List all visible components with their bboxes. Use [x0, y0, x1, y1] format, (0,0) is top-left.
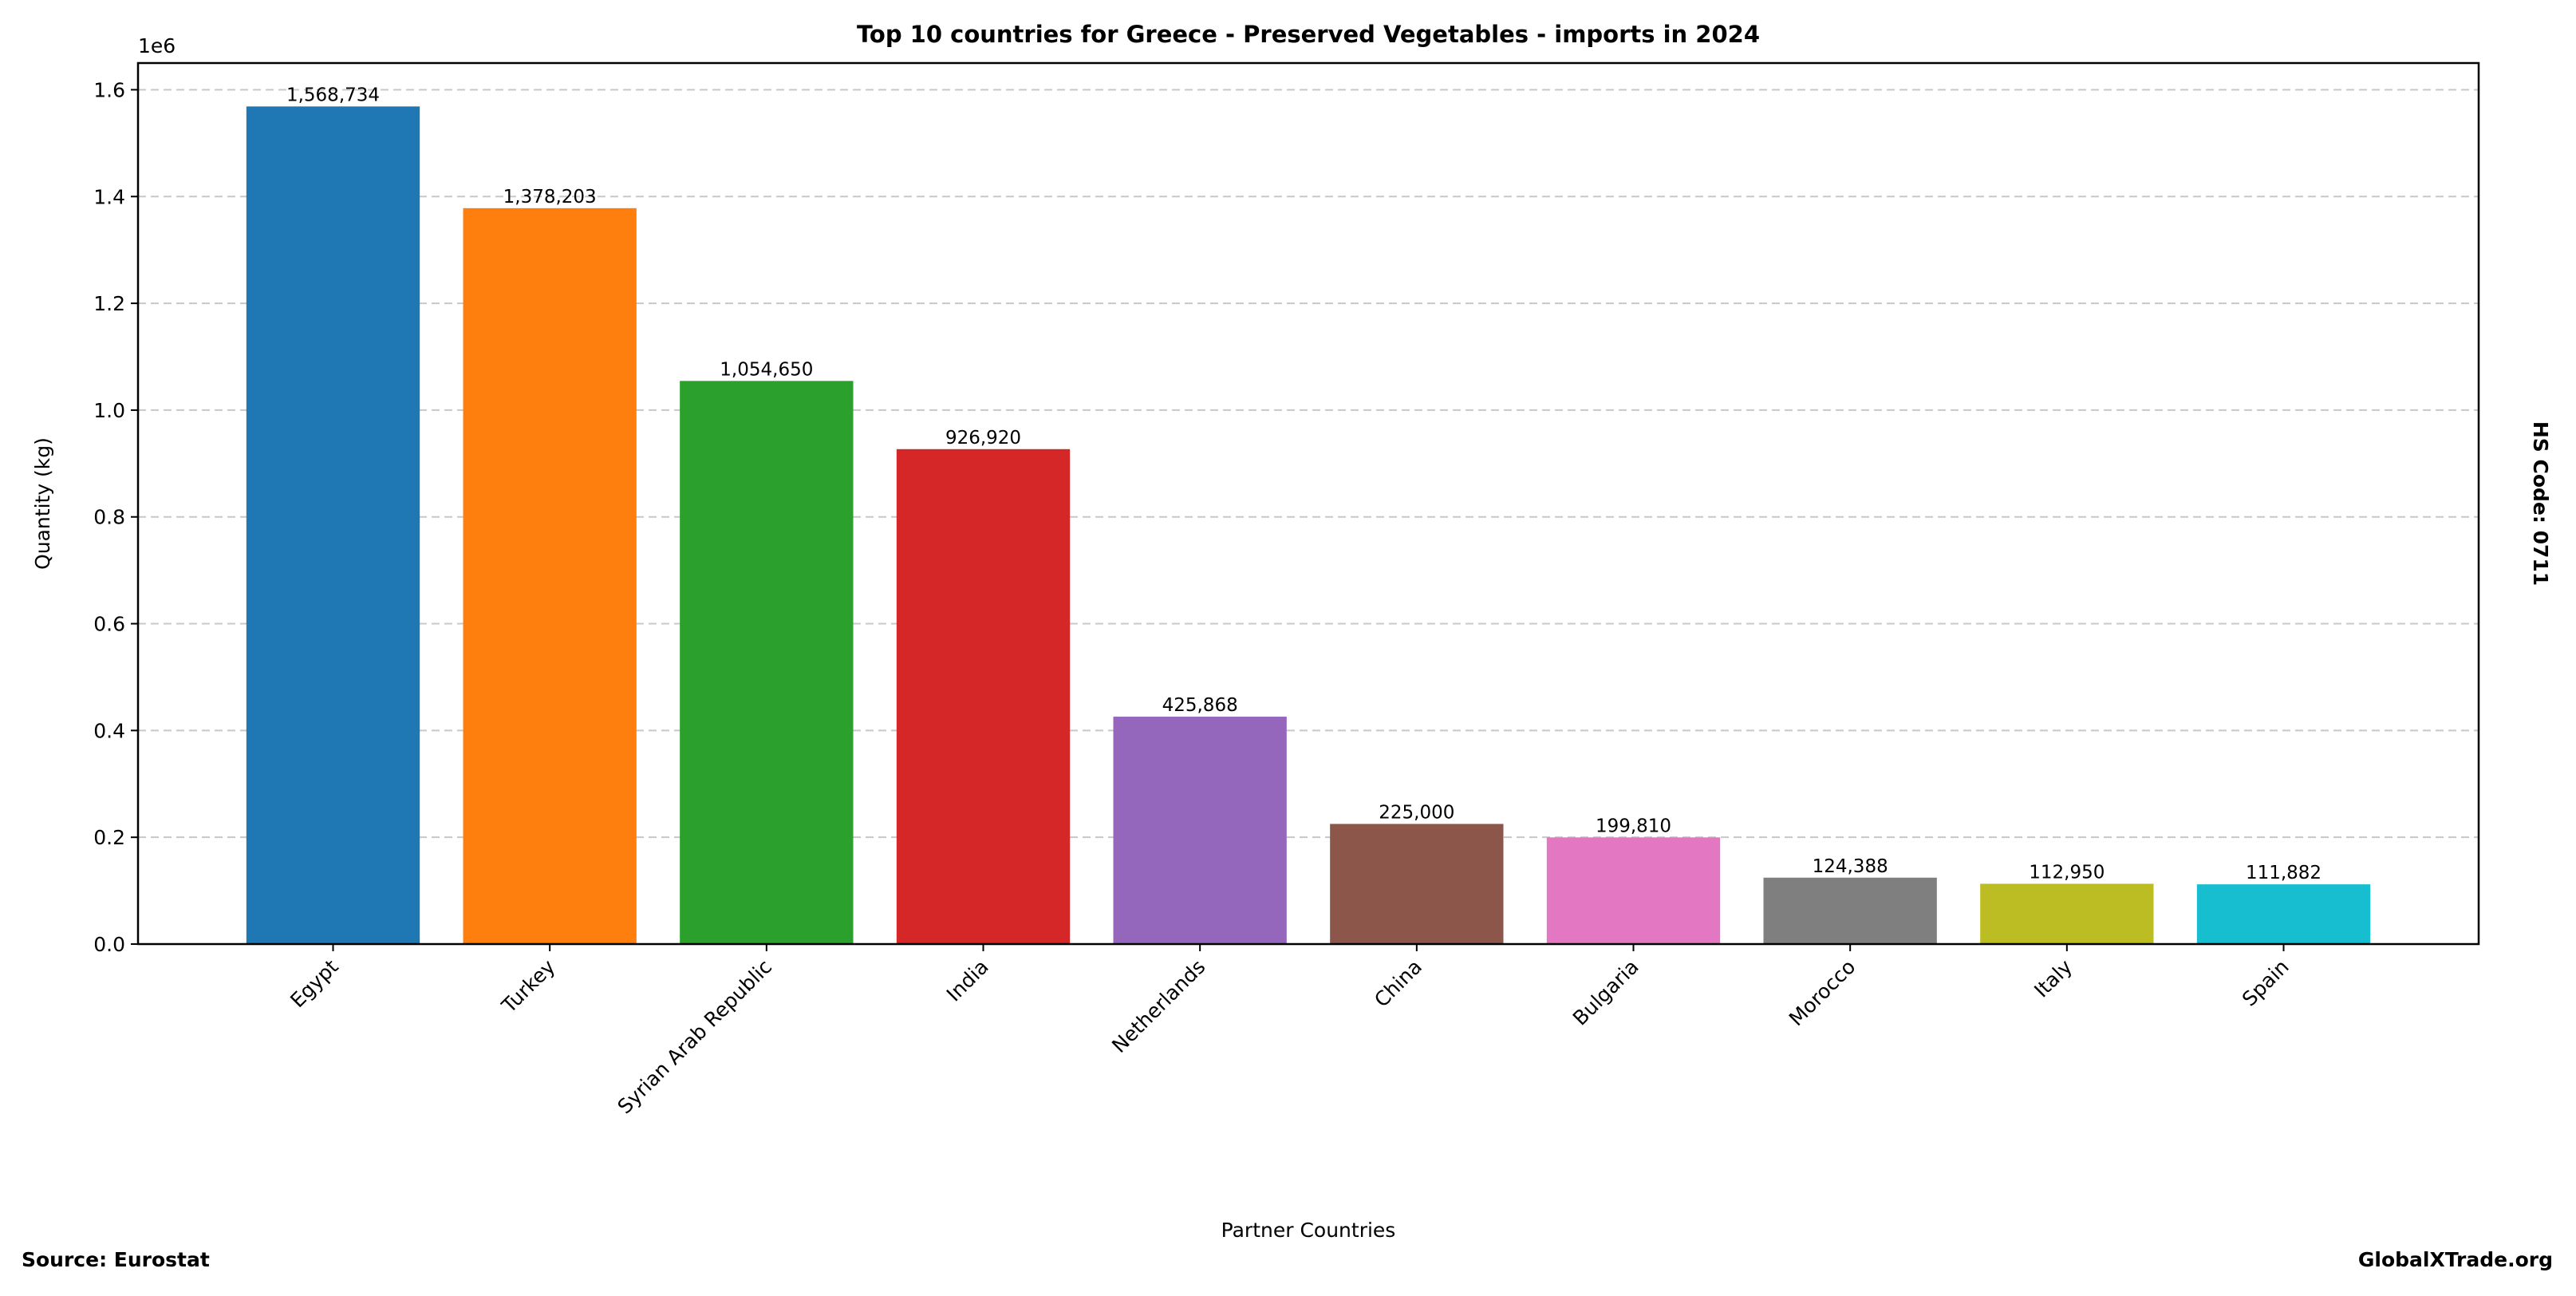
- chart-title: Top 10 countries for Greece - Preserved …: [857, 21, 1760, 48]
- bar-netherlands: [1113, 717, 1287, 944]
- x-tick-label: Bulgaria: [1568, 955, 1643, 1030]
- y-tick-label: 0.0: [93, 933, 125, 956]
- bar-italy: [1980, 883, 2154, 944]
- bars: [246, 106, 2371, 944]
- y-tick-label: 0.4: [93, 719, 125, 742]
- bar-value-label: 225,000: [1379, 802, 1454, 823]
- bar-value-label: 111,882: [2246, 863, 2322, 883]
- hs-code-note: HS Code: 0711: [2529, 421, 2552, 586]
- plot-frame: [136, 61, 2480, 946]
- value-labels: 1,568,734 1,378,203 1,054,650 926,920 425,86…: [286, 85, 2322, 883]
- y-tick-label: 1.4: [93, 185, 125, 208]
- x-tick-label: Spain: [2238, 955, 2294, 1011]
- x-tick-label: India: [942, 955, 993, 1006]
- bar-spain: [2196, 884, 2371, 944]
- y-tick-label: 0.6: [93, 613, 125, 636]
- bar-turkey: [463, 207, 637, 944]
- bar-morocco: [1763, 877, 1937, 944]
- bar-china: [1330, 824, 1504, 944]
- x-axis-ticks: Egypt Turkey Syrian Arab Republic India Neth…: [286, 944, 2294, 1118]
- y-offset-label: 1e6: [138, 34, 176, 57]
- bar-value-label: 1,378,203: [503, 187, 597, 207]
- bar-value-label: 199,810: [1596, 816, 1671, 836]
- bar-india: [896, 448, 1071, 944]
- bar-value-label: 124,388: [1813, 856, 1888, 877]
- bar-value-label: 1,568,734: [286, 85, 380, 105]
- bar-value-label: 926,920: [945, 428, 1021, 448]
- source-note: Source: Eurostat: [22, 1248, 210, 1271]
- brand-note: GlobalXTrade.org: [2358, 1248, 2553, 1271]
- x-tick-label: Morocco: [1785, 955, 1860, 1031]
- bar-egypt: [246, 106, 420, 944]
- y-tick-label: 1.6: [93, 78, 125, 101]
- y-tick-label: 0.8: [93, 506, 125, 529]
- y-tick-label: 1.0: [93, 399, 125, 422]
- y-axis-label: Quantity (kg): [31, 437, 54, 570]
- bar-value-label: 425,868: [1162, 695, 1238, 716]
- bar-bulgaria: [1546, 837, 1721, 944]
- bar-syrian-arab-republic: [680, 381, 854, 944]
- y-tick-label: 0.2: [93, 826, 125, 849]
- x-tick-label: Netherlands: [1107, 955, 1209, 1057]
- x-axis-label: Partner Countries: [1221, 1219, 1396, 1242]
- x-tick-label: Syrian Arab Republic: [613, 955, 776, 1119]
- x-tick-label: Italy: [2030, 955, 2077, 1002]
- x-tick-label: China: [1370, 955, 1426, 1012]
- x-tick-label: Egypt: [286, 955, 343, 1013]
- bar-value-label: 1,054,650: [720, 359, 813, 380]
- y-axis-ticks: 0.0 0.2 0.4 0.6 0.8 1.0 1.2 1.4 1.6: [93, 78, 138, 956]
- x-tick-label: Turkey: [497, 955, 560, 1018]
- y-tick-label: 1.2: [93, 292, 125, 315]
- bar-value-label: 112,950: [2029, 862, 2105, 883]
